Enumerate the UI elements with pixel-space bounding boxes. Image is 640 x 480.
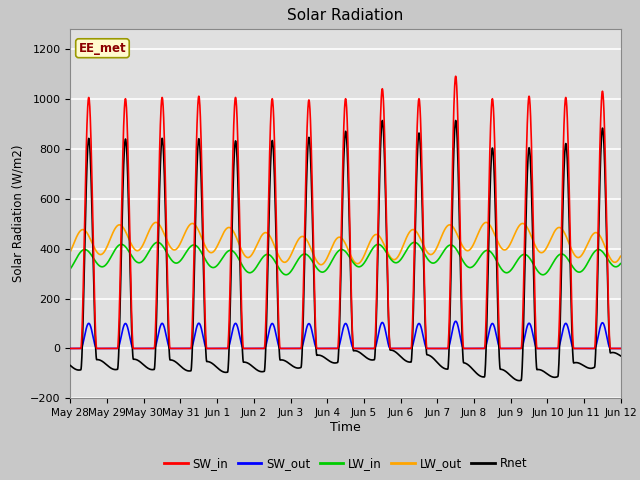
Rnet [506,372,513,377]
SW_out [220,346,228,351]
Title: Solar Radiation: Solar Radiation [287,9,404,24]
Text: EE_met: EE_met [79,42,126,55]
LW_out [568,248,576,254]
LW_out [220,229,228,235]
Rnet [568,342,576,348]
LW_out [617,253,625,259]
SW_out [617,346,625,351]
SW_in [452,73,460,79]
SW_in [617,346,625,351]
LW_out [374,232,381,238]
Y-axis label: Solar Radiation (W/m2): Solar Radiation (W/m2) [12,145,24,282]
Rnet [220,369,228,375]
Line: LW_in: LW_in [70,242,621,275]
LW_in [374,241,381,247]
LW_in [220,252,228,258]
LW_out [362,249,369,255]
Rnet [373,281,381,287]
LW_in [282,272,290,277]
Line: Rnet: Rnet [70,120,621,381]
Line: LW_out: LW_out [70,222,621,264]
SW_in [506,346,513,351]
LW_in [584,260,591,266]
LW_in [617,261,625,266]
X-axis label: Time: Time [330,421,361,434]
LW_out [67,249,74,254]
SW_out [362,346,369,351]
LW_out [152,219,160,225]
Legend: SW_in, SW_out, LW_in, LW_out, Rnet: SW_in, SW_out, LW_in, LW_out, Rnet [159,452,532,475]
SW_out [568,343,576,348]
LW_out [506,242,513,248]
LW_in [506,268,513,274]
SW_out [584,346,591,351]
Line: SW_in: SW_in [70,76,621,348]
SW_in [67,346,74,351]
SW_in [373,264,381,269]
LW_in [67,266,74,272]
Rnet [362,354,369,360]
Rnet [516,378,524,384]
SW_in [568,317,576,323]
LW_out [317,262,325,267]
SW_in [220,346,228,351]
LW_in [362,258,369,264]
SW_out [67,346,74,351]
Line: SW_out: SW_out [70,321,621,348]
SW_out [506,346,513,351]
LW_in [154,240,161,245]
SW_in [362,346,369,351]
SW_out [452,318,460,324]
Rnet [67,363,74,369]
Rnet [452,118,460,123]
Rnet [584,365,591,371]
Rnet [617,353,625,359]
LW_in [568,264,576,269]
LW_out [584,241,591,247]
SW_out [373,337,381,343]
SW_in [584,346,591,351]
